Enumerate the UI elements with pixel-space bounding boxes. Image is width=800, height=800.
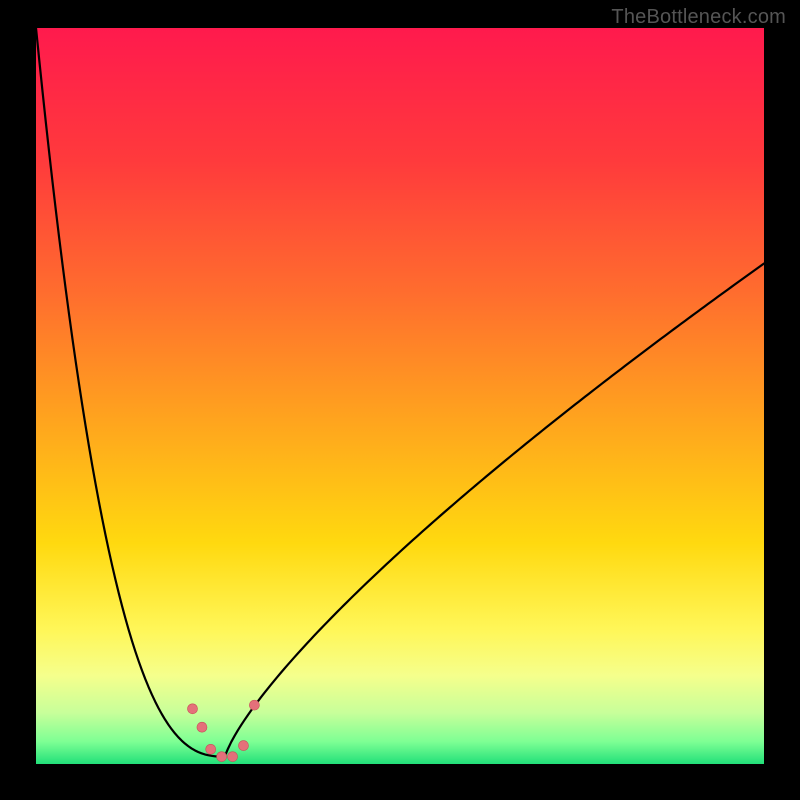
bottleneck-curve [36, 28, 764, 757]
marker-point [197, 722, 207, 732]
marker-point [217, 752, 227, 762]
plot-area [36, 28, 764, 764]
marker-point [206, 744, 216, 754]
marker-point [249, 700, 259, 710]
watermark-text: TheBottleneck.com [611, 6, 786, 29]
marker-point [188, 704, 198, 714]
marker-point [238, 741, 248, 751]
curve-layer [36, 28, 764, 764]
marker-point [228, 752, 238, 762]
